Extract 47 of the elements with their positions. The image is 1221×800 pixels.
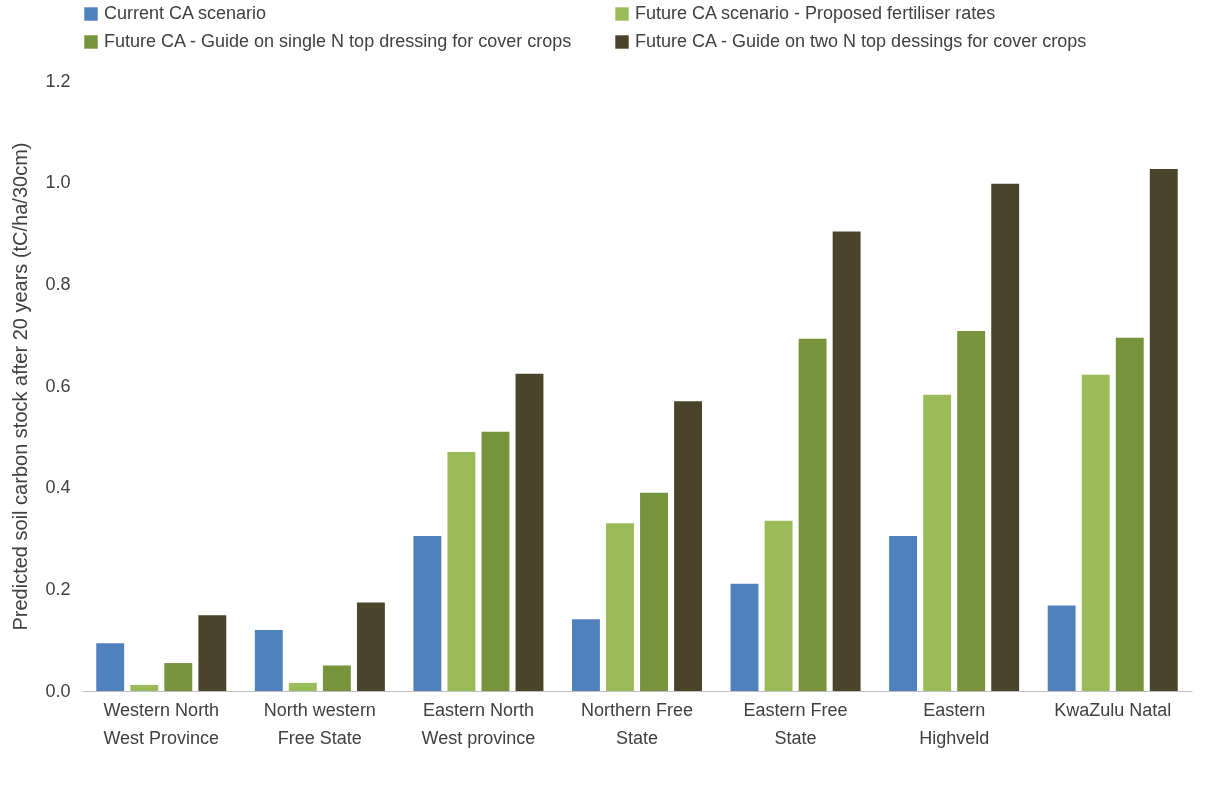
bar <box>764 520 793 691</box>
y-tick-label: 0.8 <box>45 273 71 294</box>
bar <box>198 615 227 691</box>
bar <box>957 331 986 691</box>
bar <box>356 602 385 691</box>
bar <box>889 535 918 691</box>
bar <box>674 401 703 691</box>
bar <box>571 619 600 691</box>
bar <box>832 231 861 691</box>
x-tick-label: Northern Free State <box>580 699 694 748</box>
legend-label: Future CA - Guide on single N top dressing for cover crops <box>104 31 572 51</box>
x-tick-label: KwaZulu Natal <box>1054 699 1172 720</box>
bar <box>254 630 283 691</box>
x-tick-label: Eastern North West province <box>421 699 536 748</box>
bar <box>96 643 125 691</box>
bar <box>1047 605 1076 691</box>
bar <box>447 452 476 691</box>
x-tick-label: Eastern Highveld <box>919 699 990 748</box>
bar <box>288 682 317 691</box>
bar <box>1081 374 1110 691</box>
legend-label: Current CA scenario <box>104 3 267 23</box>
y-tick-label: 1.0 <box>45 172 71 193</box>
bar <box>798 338 827 691</box>
legend-label: Future CA - Guide on two N top dessings for cover crops <box>635 31 1087 51</box>
x-tick-label: Western North West Province <box>103 699 220 748</box>
y-tick-label: 0.4 <box>45 477 71 498</box>
bar <box>730 583 759 691</box>
y-tick-label: 0.6 <box>45 375 71 396</box>
legend-label: Future CA scenario - Proposed fertiliser rates <box>635 3 996 23</box>
y-tick-label: 0.2 <box>45 578 71 599</box>
bar <box>322 665 351 691</box>
x-tick-label: Eastern Free State <box>743 699 848 748</box>
y-axis-title: Predicted soil carbon stock after 20 years (tC/ha/30cm) <box>9 142 32 631</box>
bar <box>1149 168 1178 691</box>
bar <box>606 523 634 691</box>
bar <box>991 183 1020 691</box>
bar <box>413 535 442 691</box>
bar <box>164 663 193 691</box>
bar <box>1115 337 1144 691</box>
bar <box>923 394 952 691</box>
bar <box>640 492 668 691</box>
y-tick-label: 0.0 <box>45 680 71 701</box>
bar <box>481 431 510 691</box>
bar <box>130 684 159 691</box>
y-tick-label: 1.2 <box>45 70 71 91</box>
bar <box>515 373 544 691</box>
x-tick-label: North western Free State <box>263 699 376 748</box>
